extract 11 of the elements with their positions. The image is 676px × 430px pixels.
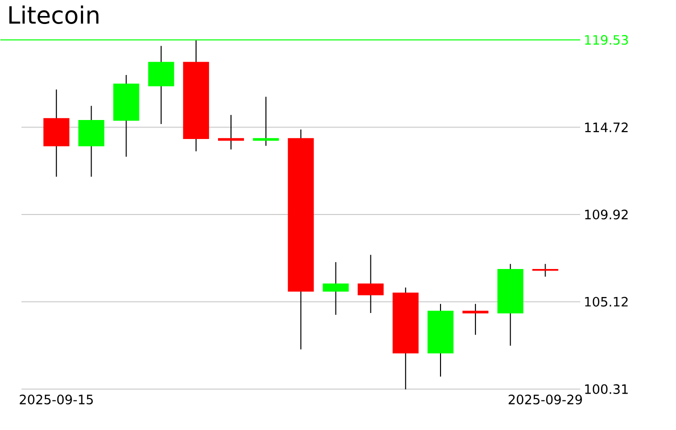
chart-title: Litecoin [9,5,98,24]
candlestick [462,303,488,336]
ref-line-label: 119.53 [585,35,628,45]
x-tick-label: 2025-09-29 [508,394,582,404]
y-tick-label: 109.92 [585,210,628,220]
y-tick-label: 114.72 [585,122,628,132]
y-tick-label: 100.31 [585,384,628,394]
x-tick-label: 2025-09-15 [20,394,93,404]
candlestick [218,114,244,150]
y-tick-label: 105.12 [585,296,628,307]
candlestick [252,96,279,146]
